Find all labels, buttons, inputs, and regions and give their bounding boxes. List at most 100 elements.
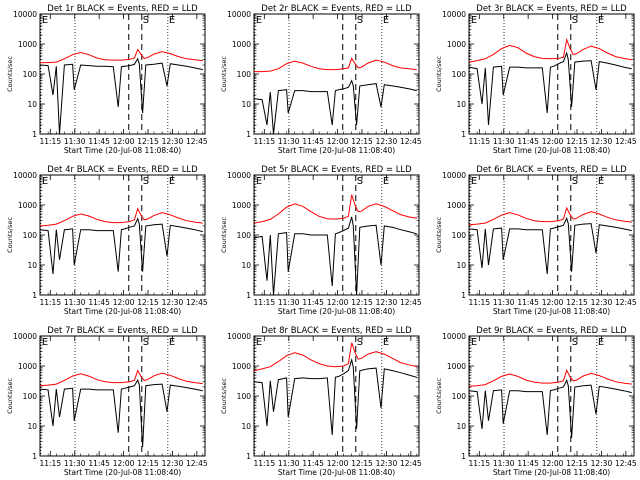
y-tick-label: 1 <box>32 291 37 300</box>
y-axis-label: Counts/sec <box>220 378 228 414</box>
y-axis-label: Counts/sec <box>435 56 443 92</box>
y-tick-label: 10000 <box>227 332 251 341</box>
time-marker-label: S <box>572 15 578 26</box>
x-tick-label: 12:45 <box>186 137 208 146</box>
x-tick-label: 11:15 <box>39 459 61 468</box>
x-tick-label: 12:15 <box>137 298 159 307</box>
x-tick-label: 12:45 <box>615 459 637 468</box>
lld-rate-line <box>253 342 417 372</box>
x-tick-label: 12:30 <box>591 298 613 307</box>
time-marker-label: E <box>598 337 604 348</box>
x-tick-label: 12:00 <box>327 137 349 146</box>
x-tick-label: 12:00 <box>542 298 564 307</box>
x-tick-label: 12:00 <box>327 459 349 468</box>
time-marker-label: E <box>598 176 604 187</box>
x-tick-label: 12:00 <box>327 298 349 307</box>
x-tick-label: 11:45 <box>302 137 324 146</box>
lld-rate-line <box>468 37 632 63</box>
y-tick-label: 100 <box>452 231 467 240</box>
x-tick-label: 11:45 <box>88 137 110 146</box>
panel-title: Det 1r BLACK = Events, RED = LLD <box>47 4 198 14</box>
x-tick-label: 11:30 <box>64 459 86 468</box>
x-tick-label: 12:15 <box>351 298 373 307</box>
y-tick-label: 1000 <box>18 40 37 49</box>
events-rate-line <box>253 79 417 135</box>
time-marker-label: E <box>42 15 48 26</box>
y-axis-label: Counts/sec <box>220 217 228 253</box>
panel-title: Det 2r BLACK = Events, RED = LLD <box>261 4 412 14</box>
x-tick-label: 11:45 <box>517 137 539 146</box>
x-tick-label: 11:30 <box>493 298 515 307</box>
panel-title: Det 3r BLACK = Events, RED = LLD <box>476 4 627 14</box>
panel-title: Det 5r BLACK = Events, RED = LLD <box>261 165 412 175</box>
y-tick-label: 10000 <box>13 10 37 19</box>
x-tick-label: 12:45 <box>186 298 208 307</box>
x-tick-label: 11:15 <box>468 137 490 146</box>
x-tick-label: 12:15 <box>566 137 588 146</box>
time-marker-label: E <box>383 15 389 26</box>
x-tick-label: 12:15 <box>566 298 588 307</box>
events-rate-line <box>39 217 203 275</box>
lld-rate-line <box>254 57 417 73</box>
x-tick-label: 12:00 <box>113 459 135 468</box>
x-tick-label: 12:45 <box>400 298 422 307</box>
x-tick-label: 11:45 <box>302 459 324 468</box>
plot-frame <box>253 335 420 457</box>
time-marker-label: E <box>42 176 48 187</box>
plot-frame <box>39 335 206 457</box>
y-axis-label: Counts/sec <box>435 217 443 253</box>
y-tick-label: 10 <box>27 100 37 109</box>
y-axis-label: Counts/sec <box>6 56 14 92</box>
x-tick-label: 12:30 <box>591 459 613 468</box>
y-tick-label: 1 <box>246 452 251 461</box>
x-tick-label: 12:45 <box>186 459 208 468</box>
x-axis-label: Start Time (20-Jul-08 11:08:40) <box>64 307 181 316</box>
time-marker-label: E <box>42 337 48 348</box>
y-tick-label: 10 <box>27 422 37 431</box>
plot-frame <box>253 13 420 135</box>
x-axis-label: Start Time (20-Jul-08 11:08:40) <box>278 146 395 155</box>
x-tick-label: 11:45 <box>88 459 110 468</box>
y-axis-label: Counts/sec <box>6 217 14 253</box>
time-marker-label: E <box>169 176 175 187</box>
lld-rate-line <box>253 194 417 224</box>
y-tick-label: 1000 <box>232 201 251 210</box>
x-tick-label: 12:45 <box>615 298 637 307</box>
y-tick-label: 10000 <box>227 10 251 19</box>
y-axis-label: Counts/sec <box>6 378 14 414</box>
x-tick-label: 12:15 <box>137 137 159 146</box>
y-tick-label: 10000 <box>442 10 466 19</box>
y-tick-label: 10000 <box>442 171 466 180</box>
x-tick-label: 11:30 <box>278 459 300 468</box>
y-tick-label: 10000 <box>227 171 251 180</box>
x-tick-label: 12:00 <box>113 298 135 307</box>
y-tick-label: 1 <box>461 291 466 300</box>
x-tick-label: 11:15 <box>468 459 490 468</box>
time-marker-label: S <box>143 176 149 187</box>
x-tick-label: 12:30 <box>376 137 398 146</box>
x-tick-label: 11:45 <box>88 298 110 307</box>
y-tick-label: 100 <box>23 392 38 401</box>
x-tick-label: 12:15 <box>351 459 373 468</box>
detector-panel: Det 5r BLACK = Events, RED = LLD 1 10 100 10… <box>220 165 422 316</box>
y-tick-label: 1 <box>461 452 466 461</box>
time-marker-label: S <box>572 337 578 348</box>
x-axis-label: Start Time (20-Jul-08 11:08:40) <box>278 468 395 477</box>
x-tick-label: 12:30 <box>376 459 398 468</box>
x-axis-label: Start Time (20-Jul-08 11:08:40) <box>493 146 610 155</box>
x-tick-label: 11:45 <box>517 459 539 468</box>
events-rate-line <box>468 379 632 438</box>
y-tick-label: 10 <box>241 100 251 109</box>
x-tick-label: 11:15 <box>253 137 275 146</box>
y-tick-label: 100 <box>237 70 252 79</box>
x-axis-label: Start Time (20-Jul-08 11:08:40) <box>64 468 181 477</box>
x-tick-label: 12:30 <box>162 298 184 307</box>
x-axis-label: Start Time (20-Jul-08 11:08:40) <box>493 468 610 477</box>
x-tick-label: 12:30 <box>162 459 184 468</box>
panel-title: Det 8r BLACK = Events, RED = LLD <box>261 326 412 336</box>
y-tick-label: 10000 <box>442 332 466 341</box>
y-tick-label: 1000 <box>447 362 466 371</box>
detector-panel: Det 3r BLACK = Events, RED = LLD 1 10 100 10… <box>435 4 637 155</box>
y-tick-label: 10 <box>456 100 466 109</box>
x-tick-label: 11:15 <box>253 298 275 307</box>
